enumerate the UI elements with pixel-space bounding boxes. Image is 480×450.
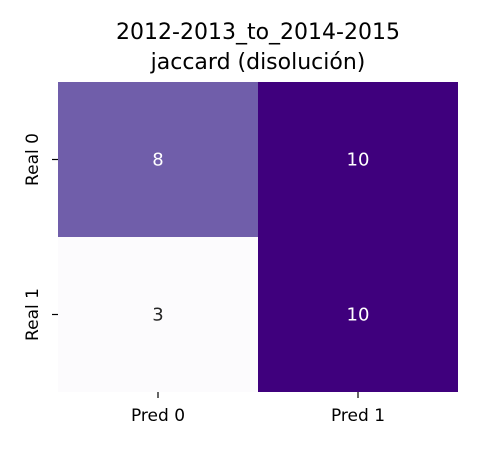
heatmap-cell-labels: 8 10 3 10	[152, 150, 369, 326]
heatmap-cell-r1-c1	[258, 237, 458, 392]
x-tick-label-1: Pred 1	[331, 406, 385, 426]
heatmap-cell-r1-c0	[58, 237, 258, 392]
x-tick-label-0: Pred 0	[131, 406, 185, 426]
heatmap-cells	[58, 82, 458, 392]
heatmap-cell-label-r1-c0: 3	[152, 305, 163, 326]
chart-title: 2012-2013_to_2014-2015 jaccard (disoluci…	[116, 20, 400, 75]
x-axis: Pred 0 Pred 1	[131, 392, 385, 426]
chart-title-line-2: jaccard (disolución)	[150, 50, 366, 75]
heatmap-cell-label-r0-c0: 8	[152, 150, 163, 171]
heatmap-cell-label-r1-c1: 10	[347, 305, 370, 326]
chart-title-line-1: 2012-2013_to_2014-2015	[116, 20, 400, 45]
y-axis: Real 0 Real 1	[23, 133, 58, 341]
heatmap-cell-label-r0-c1: 10	[347, 150, 370, 171]
y-tick-label-1: Real 1	[23, 288, 43, 341]
heatmap-cell-r0-c0	[58, 82, 258, 237]
y-tick-label-0: Real 0	[23, 133, 43, 186]
heatmap-cell-r0-c1	[258, 82, 458, 237]
